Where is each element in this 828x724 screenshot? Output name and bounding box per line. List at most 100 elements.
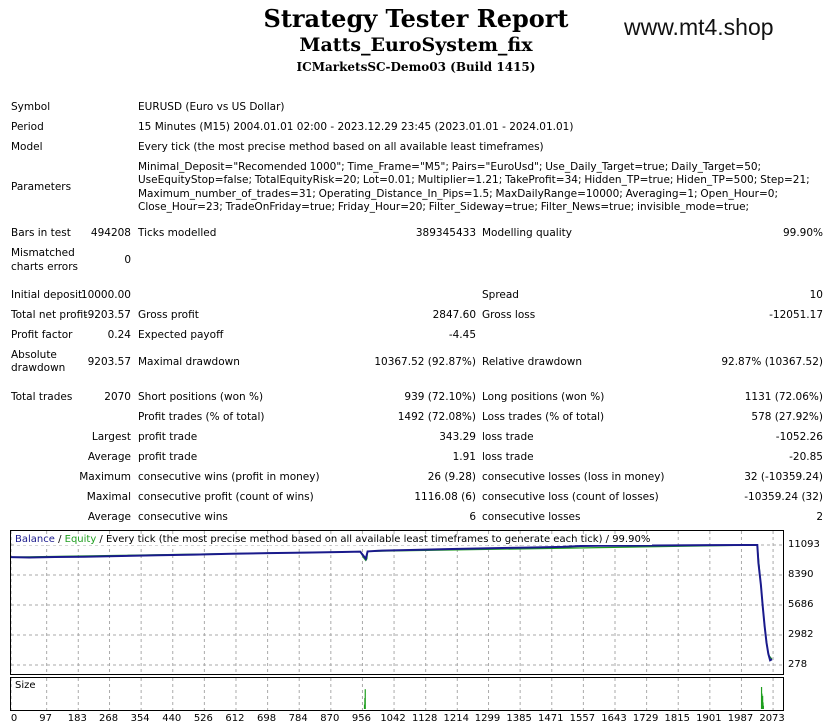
ptrades-label: Profit trades (% of total) [138, 411, 265, 423]
deposit-label: Initial deposit [11, 289, 83, 301]
x-tick-label: 0 [10, 713, 18, 724]
largest-pt-label: profit trade [138, 431, 198, 443]
ea-name: Matts_EuroSystem_fix [299, 34, 533, 56]
bars-value: 494208 [90, 227, 131, 239]
ptrades-value: 1492 (72.08%) [397, 411, 476, 423]
long-value: 1131 (72.06%) [744, 391, 823, 403]
ticks-label: Ticks modelled [138, 227, 217, 239]
y-tick-label: 2982 [788, 628, 814, 640]
symbol-value: EURUSD (Euro vs US Dollar) [138, 101, 285, 113]
spread-value: 10 [809, 289, 823, 301]
size-chart-svg [11, 678, 774, 710]
size-bar [762, 695, 764, 709]
x-tick-label: 1729 [632, 713, 659, 724]
average-pt-value: 1.91 [452, 451, 476, 463]
mismatch-label-2: charts errors [11, 261, 78, 273]
legend-separator: / [54, 534, 65, 545]
bars-label: Bars in test [11, 227, 71, 239]
netprofit-label: Total net profit [11, 309, 88, 321]
reldd-label: Relative drawdown [482, 356, 583, 368]
x-tick-label: 1214 [443, 713, 470, 724]
largest-lt-value: -1052.26 [775, 431, 823, 443]
parameters-value: Minimal_Deposit="Recomended 1000"; Time_… [138, 161, 810, 214]
y-tick-label: 8390 [788, 568, 814, 580]
period-value: 15 Minutes (M15) 2004.01.01 02:00 - 2023… [138, 121, 574, 133]
balance-chart-svg [11, 531, 783, 674]
y-tick-label: 11093 [788, 539, 820, 550]
payoff-value: -4.45 [448, 329, 476, 341]
average-pt-label: profit trade [138, 451, 198, 463]
x-tick-label: 784 [288, 713, 308, 724]
maximal-cl-label: consecutive loss (count of losses) [482, 491, 659, 503]
average-lt-value: -20.85 [789, 451, 823, 463]
grossloss-label: Gross loss [482, 309, 536, 321]
balance-chart: Balance / Equity / Every tick (the most … [10, 530, 784, 675]
mismatch-label: Mismatched [11, 247, 75, 259]
size-bar [364, 689, 366, 709]
server-build: ICMarketsSC-Demo03 (Build 1415) [296, 60, 536, 74]
payoff-label: Expected payoff [138, 329, 224, 341]
size-chart: Size [10, 677, 784, 711]
max-cw-label: consecutive wins (profit in money) [138, 471, 320, 483]
short-label: Short positions (won %) [138, 391, 264, 403]
series-balance-line [11, 544, 773, 662]
legend-balance: Balance [15, 534, 55, 545]
deposit-value: 10000.00 [80, 289, 131, 301]
x-tick-label: 1815 [664, 713, 690, 724]
netprofit-value: -9203.57 [83, 309, 131, 321]
quality-label: Modelling quality [482, 227, 572, 239]
avg-cl-value: 2 [816, 511, 823, 523]
x-tick-label: 1471 [538, 713, 564, 724]
y-tick-label: 278 [788, 659, 808, 670]
x-tick-label: 2073 [759, 713, 785, 724]
largest-label: Largest [91, 431, 131, 443]
x-tick-label: 526 [193, 713, 213, 724]
max-cw-value: 26 (9.28) [427, 471, 476, 483]
largest-lt-label: loss trade [482, 431, 534, 443]
reldd-value: 92.87% (10367.52) [721, 356, 823, 368]
max-cl-value: 32 (-10359.24) [744, 471, 823, 483]
legend-equity: Equity [64, 534, 97, 545]
report-title: Strategy Tester Report [263, 4, 569, 33]
maxdd-value: 10367.52 (92.87%) [374, 356, 476, 368]
avg-cw-label: consecutive wins [138, 511, 228, 523]
parameters-label: Parameters [11, 181, 72, 193]
x-tick-label: 440 [162, 713, 182, 724]
size-bar [762, 705, 764, 709]
x-tick-label: 612 [225, 713, 245, 724]
x-tick-label: 1987 [727, 713, 754, 724]
absdd-label: Absolute [11, 349, 57, 361]
x-tick-label: 1299 [474, 713, 501, 724]
max-cl-label: consecutive losses (loss in money) [482, 471, 665, 483]
model-label: Model [11, 141, 43, 153]
x-tick-label: 183 [67, 713, 87, 724]
average-lt-label: loss trade [482, 451, 534, 463]
maximal-cp-label: consecutive profit (count of wins) [138, 491, 314, 503]
period-label: Period [11, 121, 44, 133]
x-tick-label: 1385 [506, 713, 532, 724]
grossprofit-label: Gross profit [138, 309, 199, 321]
series-equity-line [11, 544, 773, 660]
avg-cw-value: 6 [469, 511, 476, 523]
trades-value: 2070 [104, 391, 131, 403]
model-value: Every tick (the most precise method base… [138, 141, 544, 153]
x-tick-label: 97 [39, 713, 53, 724]
trades-label: Total trades [11, 391, 73, 403]
y-tick-label: 5686 [788, 598, 814, 610]
maxdd-label: Maximal drawdown [138, 356, 240, 368]
maximal-cp-value: 1116.08 (6) [414, 491, 476, 503]
mismatch-value: 0 [124, 254, 131, 266]
x-tick-label: 1643 [601, 713, 627, 724]
absdd-value: 9203.57 [87, 356, 131, 368]
grossprofit-value: 2847.60 [432, 309, 476, 321]
x-tick-label: 1042 [380, 713, 406, 724]
avg-cl-label: consecutive losses [482, 511, 581, 523]
average-label: Average [87, 451, 131, 463]
x-tick-label: 1901 [696, 713, 722, 724]
spread-label: Spread [482, 289, 519, 301]
grossloss-value: -12051.17 [769, 309, 823, 321]
watermark-link[interactable]: www.mt4.shop [624, 14, 774, 40]
x-tick-label: 1557 [569, 713, 596, 724]
maximal-label: Maximal [86, 491, 131, 503]
maximum-label: Maximum [79, 471, 131, 483]
